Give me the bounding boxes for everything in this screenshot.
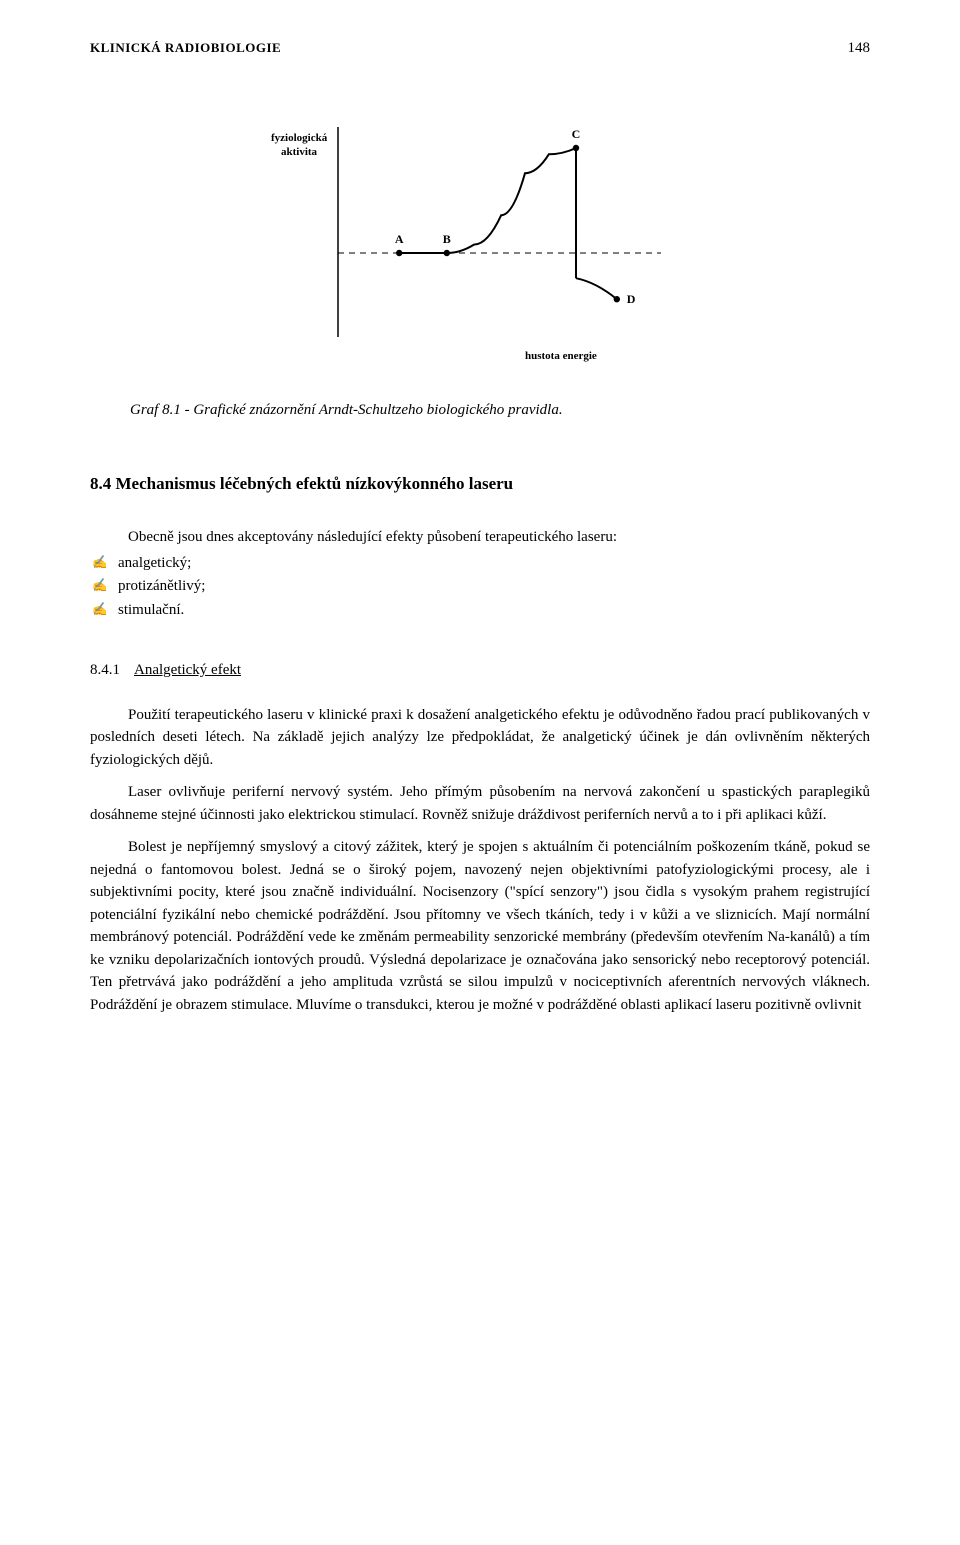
svg-text:aktivita: aktivita [281,146,318,158]
section-title: Mechanismus léčebných efektů nízkovýkonn… [116,474,514,493]
svg-text:C: C [571,127,580,141]
section-heading: 8.4 Mechanismus léčebných efektů nízkový… [90,474,870,494]
page-number: 148 [848,40,871,57]
page-header: KLINICKÁ RADIOBIOLOGIE 148 [90,40,870,57]
chart-caption: Graf 8.1 - Grafické znázornění Arndt-Sch… [130,402,870,419]
running-title: KLINICKÁ RADIOBIOLOGIE [90,40,281,56]
effect-list-item: ✍ stimulační. [90,599,870,622]
intro-text: Obecně jsou dnes akceptovány následující… [128,529,870,546]
effect-list-item-label: protizánětlivý; [118,578,205,594]
chart-figure: A B C Dfyziologická aktivita hustota energie [90,107,870,377]
svg-text:D: D [626,292,635,306]
effect-list: ✍ analgetický;✍ protizánětlivý;✍ stimula… [90,552,870,622]
subsection-heading: 8.4.1 Analgetický efekt [90,662,870,679]
svg-text:hustota energie: hustota energie [525,350,597,362]
effect-list-item: ✍ analgetický; [90,552,870,575]
section-number: 8.4 [90,474,111,493]
paragraph-1: Použití terapeutického laseru v klinické… [90,704,870,772]
subsection-title: Analgetický efekt [134,662,241,678]
svg-text:fyziologická: fyziologická [271,132,328,144]
effect-list-item-label: analgetický; [118,555,191,571]
effect-list-item: ✍ protizánětlivý; [90,575,870,598]
subsection-number: 8.4.1 [90,662,120,678]
paragraph-3: Bolest je nepříjemný smyslový a citový z… [90,836,870,1016]
paragraph-2: Laser ovlivňuje periferní nervový systém… [90,781,870,826]
svg-text:A: A [394,232,403,246]
chart-svg: A B C Dfyziologická aktivita hustota energie [263,107,698,377]
effect-list-item-label: stimulační. [118,602,184,618]
svg-text:B: B [442,232,450,246]
